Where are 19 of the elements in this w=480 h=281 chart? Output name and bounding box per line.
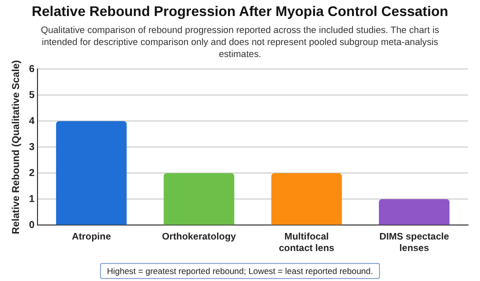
y-tick-label: 1 [29, 194, 35, 205]
y-axis-title: Relative Rebound (Qualitative Scale) [10, 60, 22, 234]
bar [271, 173, 342, 225]
x-tick-label: Atropine [72, 232, 111, 243]
y-tick-label: 6 [29, 64, 35, 75]
x-tick-label: DIMS spectacle lenses [379, 232, 450, 254]
bar [378, 199, 450, 225]
x-tick-label: Orthokeratology [162, 232, 237, 243]
bar [164, 173, 234, 225]
chart-title: Relative Rebound Progression After Myopia Control Cessation [30, 3, 450, 19]
y-tick-label: 2 [29, 168, 35, 179]
chart-subtitle: Qualitative comparison of rebound progression reported across the included studies. The chart is intended for descriptive comparison only and does not represent pooled subgroup meta-analysis estimates. [40, 24, 440, 60]
bar [56, 121, 127, 225]
y-tick-label: 4 [29, 116, 35, 127]
x-tick-label: Multifocal contact lens [278, 232, 334, 254]
text: Highest = greatest reported rebound; Lowest = least reported rebound. [100, 263, 380, 279]
y-tick-label: 5 [29, 90, 35, 101]
y-tick-label: 0 [29, 220, 35, 231]
y-tick-label: 3 [29, 142, 35, 153]
